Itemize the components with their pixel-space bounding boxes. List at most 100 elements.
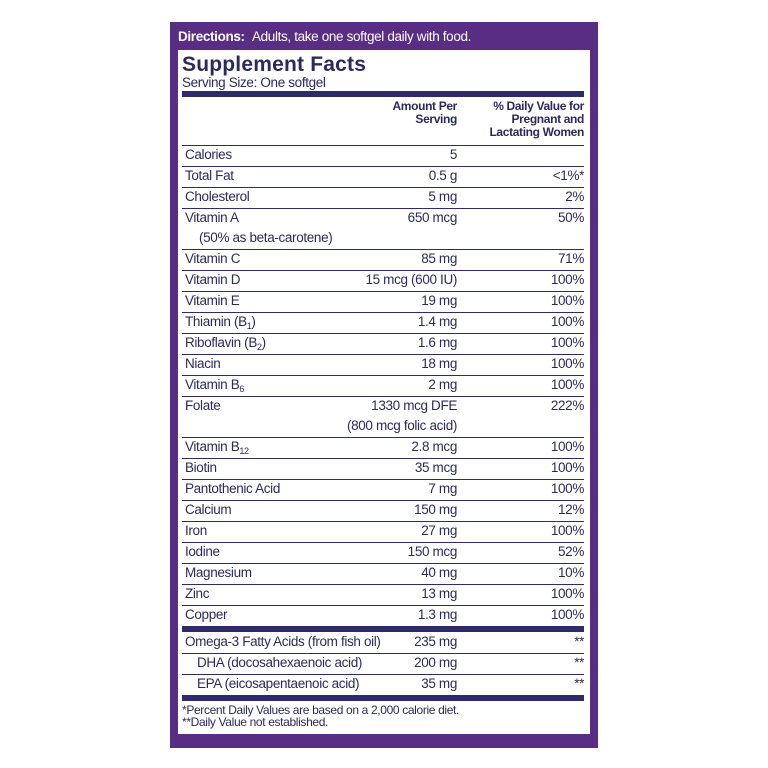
directions-label: Directions: xyxy=(178,29,245,44)
name-text: Calcium xyxy=(185,502,232,517)
nutrient-name: Calcium xyxy=(185,502,232,518)
rule xyxy=(182,208,584,209)
nutrient-name: Vitamin C xyxy=(185,251,240,267)
rule xyxy=(182,563,584,564)
serving-size: Serving Size: One softgel xyxy=(182,75,326,90)
subscript: 2 xyxy=(256,342,262,352)
amount: 650 mcg xyxy=(407,210,458,225)
name-text: Cholesterol xyxy=(185,189,250,204)
nutrient-name: Iodine xyxy=(185,544,220,560)
nutrient-name: DHA (docosahexaenoic acid) xyxy=(197,655,362,671)
nutrient-name: Vitamin B6 xyxy=(185,377,245,394)
nutrient-name: Vitamin A xyxy=(185,210,239,226)
rule xyxy=(182,291,584,292)
daily-value: 100% xyxy=(550,460,584,475)
nutrient-name: Riboflavin (B2) xyxy=(185,335,267,352)
rule xyxy=(182,396,584,397)
thick-rule xyxy=(182,91,584,97)
rule xyxy=(182,375,584,376)
rule xyxy=(182,312,584,313)
nutrient-name: Vitamin D xyxy=(185,272,240,288)
nutrient-name: Thiamin (B1) xyxy=(185,314,256,331)
rule xyxy=(182,479,584,480)
daily-value: 10% xyxy=(558,565,584,580)
amount: 7 mg xyxy=(428,481,457,496)
name-text: Vitamin B xyxy=(185,439,240,454)
daily-value: 100% xyxy=(550,314,584,329)
rule xyxy=(182,437,584,438)
nutrient-name: Total Fat xyxy=(185,168,234,184)
rule xyxy=(182,166,584,167)
daily-value: 100% xyxy=(550,335,584,350)
nutrient-name: Folate xyxy=(185,398,221,414)
amount: 13 mg xyxy=(421,586,457,601)
name-end: ) xyxy=(251,314,256,329)
daily-value: 100% xyxy=(550,607,584,622)
daily-value: 12% xyxy=(558,502,584,517)
amount: 27 mg xyxy=(421,523,457,538)
dv-header: Lactating Women xyxy=(489,125,584,139)
nutrient-name: Niacin xyxy=(185,356,221,372)
rule xyxy=(182,542,584,543)
amount: 5 mg xyxy=(428,189,457,204)
footnote: *Percent Daily Values are based on a 2,0… xyxy=(182,703,460,717)
amount: 1.6 mg xyxy=(417,335,458,350)
rule xyxy=(182,653,584,654)
daily-value: 222% xyxy=(550,398,584,413)
daily-value: 71% xyxy=(558,251,584,266)
amount: 1.3 mg xyxy=(417,607,458,622)
name-text: Zinc xyxy=(185,586,210,601)
nutrient-name: EPA (eicosapentaenoic acid) xyxy=(197,676,360,692)
amount-header: Amount Per xyxy=(392,99,457,113)
name-text: Thiamin (B xyxy=(185,314,247,329)
name-text: Folate xyxy=(185,398,221,413)
amount: 5 xyxy=(449,147,458,162)
nutrient-name: Copper xyxy=(185,607,228,623)
nutrient-name: Iron xyxy=(185,523,207,539)
amount-header: Serving xyxy=(415,112,457,126)
rule xyxy=(182,521,584,522)
daily-value: 100% xyxy=(550,523,584,538)
amount: 1330 mcg DFE xyxy=(371,398,457,413)
subscript: 6 xyxy=(239,384,245,394)
rule xyxy=(182,187,584,188)
directions-text: Adults, take one softgel daily with food… xyxy=(252,29,472,44)
amount: 19 mg xyxy=(421,293,457,308)
name-text: Omega-3 Fatty Acids (from fish oil) xyxy=(185,634,381,649)
daily-value: 100% xyxy=(550,439,584,454)
amount: 150 mcg xyxy=(407,544,458,559)
name-text: Biotin xyxy=(185,460,217,475)
name-text: Riboflavin (B xyxy=(185,335,257,350)
daily-value: 100% xyxy=(550,272,584,287)
facts-title: Supplement Facts xyxy=(182,53,367,76)
nutrient-note: (50% as beta-carotene) xyxy=(199,230,333,245)
daily-value: ** xyxy=(574,676,584,691)
daily-value: 2% xyxy=(565,189,584,204)
amount: 150 mg xyxy=(414,502,457,517)
nutrient-name: Zinc xyxy=(185,586,209,602)
nutrient-name: Omega-3 Fatty Acids (from fish oil) xyxy=(185,634,381,650)
name-text: Vitamin B xyxy=(185,377,240,392)
name-text: DHA (docosahexaenoic acid) xyxy=(197,655,362,670)
nutrient-name: Magnesium xyxy=(185,565,252,581)
rule xyxy=(182,458,584,459)
daily-value: 100% xyxy=(550,293,584,308)
name-end: ) xyxy=(261,335,267,350)
amount: 15 mcg (600 IU) xyxy=(365,272,457,287)
amount-note: (800 mcg folic acid) xyxy=(346,418,457,433)
daily-value: 100% xyxy=(550,586,584,601)
facts-panel xyxy=(178,50,590,734)
daily-value: ** xyxy=(574,655,584,670)
amount: 18 mg xyxy=(421,356,457,371)
name-text: Iron xyxy=(185,523,207,538)
subscript: 1 xyxy=(246,321,252,331)
amount: 1.4 mg xyxy=(417,314,458,329)
dv-header: Pregnant and xyxy=(511,112,585,126)
daily-value: 100% xyxy=(550,481,584,496)
amount: 0.5 g xyxy=(428,168,458,183)
amount: 35 mg xyxy=(421,676,457,691)
nutrient-name: Cholesterol xyxy=(185,189,250,205)
nutrient-name: Calories xyxy=(185,147,232,163)
daily-value: <1%* xyxy=(552,168,585,183)
name-text: Pantothenic Acid xyxy=(185,481,280,496)
